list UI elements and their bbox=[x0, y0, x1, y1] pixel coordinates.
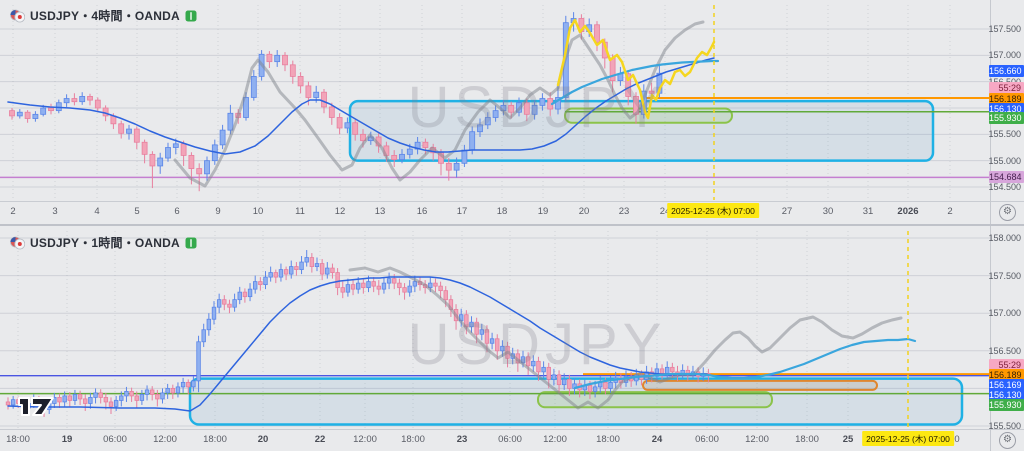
time-axis-border-bottom bbox=[0, 429, 1024, 430]
panel-title-label: USDJPY・4時間・OANDA bbox=[30, 9, 180, 23]
panel-1 bbox=[0, 231, 990, 428]
time-axis-border-top bbox=[0, 201, 1024, 202]
panel-title-1h[interactable]: USDJPY・1時間・OANDA bbox=[10, 234, 197, 251]
panel-divider[interactable] bbox=[0, 224, 1024, 226]
pair-flags-icon bbox=[10, 9, 25, 23]
drawing-zones[interactable] bbox=[188, 377, 964, 426]
tradingview-logo bbox=[18, 397, 54, 416]
settings-gear-icon[interactable]: ⚙ bbox=[999, 204, 1016, 221]
panel-0 bbox=[0, 5, 990, 200]
panel-title-4h[interactable]: USDJPY・4時間・OANDA bbox=[10, 7, 197, 24]
watermark-top: USDJPY bbox=[407, 75, 667, 140]
panel-title-label: USDJPY・1時間・OANDA bbox=[30, 236, 180, 250]
pair-flags-icon bbox=[10, 236, 25, 250]
market-status-icon bbox=[185, 237, 197, 249]
watermark-bottom: USDJPY bbox=[407, 312, 667, 377]
market-status-icon bbox=[185, 10, 197, 22]
settings-gear-icon[interactable]: ⚙ bbox=[999, 432, 1016, 449]
